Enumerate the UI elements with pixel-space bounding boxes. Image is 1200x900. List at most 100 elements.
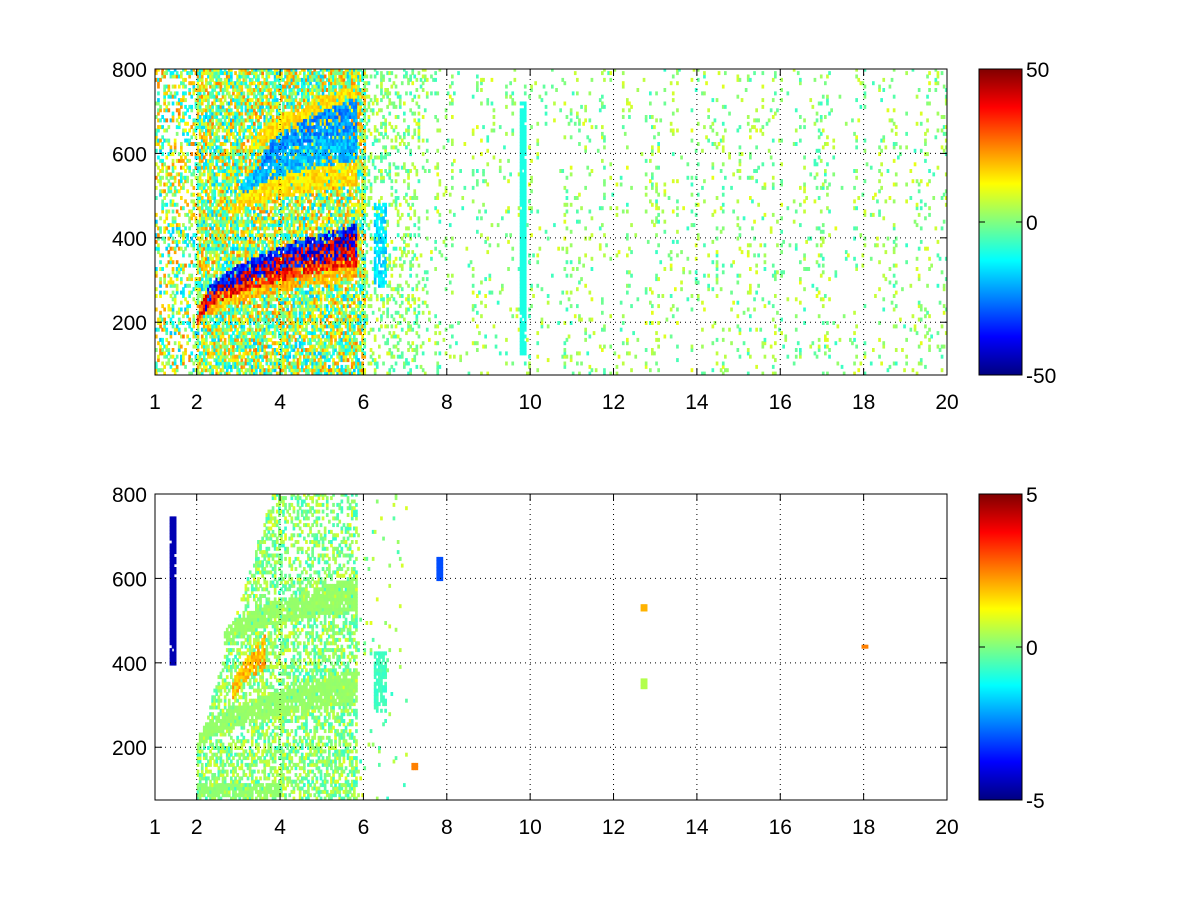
heatmap-cell: [219, 88, 223, 92]
heatmap-cell: [200, 314, 204, 319]
heatmap-cell: [261, 324, 264, 329]
heatmap-cell: [269, 263, 273, 268]
heatmap-cell: [155, 196, 158, 200]
heatmap-cell: [267, 69, 271, 72]
heatmap-cell: [167, 280, 171, 285]
heatmap-cell: [250, 172, 254, 177]
heatmap-cell: [194, 175, 198, 180]
heatmap-cell: [232, 324, 235, 329]
heatmap-cell: [296, 172, 300, 177]
heatmap-cell: [234, 101, 237, 106]
heatmap-cell: [202, 84, 206, 89]
heatmap-cell: [202, 118, 206, 123]
heatmap-cell: [311, 250, 314, 255]
heatmap-cell: [161, 189, 164, 194]
heatmap-cell: [259, 287, 262, 292]
heatmap-cell: [311, 212, 314, 217]
heatmap-cell: [240, 337, 244, 342]
heatmap-cell: [280, 341, 283, 346]
heatmap-cell: [157, 77, 160, 82]
heatmap-cell: [280, 321, 283, 325]
heatmap-cell: [234, 189, 237, 194]
heatmap-cell: [215, 111, 219, 116]
heatmap-cell: [230, 337, 233, 342]
heatmap-cell: [286, 243, 289, 248]
heatmap-cell: [298, 169, 302, 173]
heatmap-cell: [250, 267, 254, 271]
heatmap-cell: [253, 239, 256, 244]
heatmap-cell: [207, 101, 210, 106]
heatmap-cell: [292, 233, 296, 238]
heatmap-cell: [269, 283, 273, 288]
heatmap-cell: [230, 327, 233, 332]
heatmap-cell: [205, 344, 208, 349]
heatmap-cell: [215, 216, 219, 221]
heatmap-cell: [240, 368, 244, 373]
heatmap-cell: [280, 206, 283, 211]
heatmap-cell: [155, 246, 158, 251]
heatmap-cell: [236, 300, 239, 305]
heatmap-cell: [163, 128, 166, 133]
heatmap-cell: [250, 260, 254, 265]
heatmap-cell: [194, 358, 198, 363]
heatmap-cell: [273, 182, 277, 187]
heatmap-cell: [209, 118, 212, 123]
heatmap-cell: [190, 277, 194, 282]
heatmap-cell: [202, 199, 206, 204]
heatmap-cell: [225, 91, 229, 96]
heatmap-cell: [196, 287, 200, 292]
heatmap-cell: [163, 307, 166, 312]
heatmap-cell: [311, 152, 314, 157]
heatmap-cell: [265, 337, 269, 342]
heatmap-cell: [303, 128, 306, 133]
heatmap-cell: [159, 216, 162, 221]
heatmap-cell: [273, 202, 277, 207]
heatmap-cell: [288, 165, 292, 170]
heatmap-cell: [286, 331, 289, 336]
heatmap-cell: [246, 111, 250, 116]
heatmap-cell: [248, 81, 252, 86]
heatmap-cell: [182, 263, 185, 268]
heatmap-cell: [221, 331, 225, 336]
heatmap-cell: [177, 267, 181, 271]
heatmap-cell: [286, 118, 289, 123]
heatmap-cell: [311, 358, 314, 363]
heatmap-cell: [217, 71, 221, 76]
heatmap-cell: [207, 243, 210, 248]
heatmap-cell: [261, 69, 264, 72]
heatmap-cell: [236, 182, 239, 187]
heatmap-cell: [211, 192, 214, 197]
heatmap-cell: [248, 104, 252, 109]
heatmap-cell: [261, 81, 264, 86]
heatmap-cell: [288, 300, 292, 305]
heatmap-cell: [292, 368, 296, 373]
heatmap-cell: [163, 138, 166, 143]
heatmap-cell: [244, 209, 248, 214]
heatmap-cell: [165, 331, 169, 336]
heatmap-cell: [202, 138, 206, 143]
heatmap-cell: [311, 361, 314, 366]
heatmap-cell: [288, 162, 292, 167]
heatmap-cell: [196, 192, 200, 197]
heatmap-cell: [163, 88, 166, 92]
heatmap-cell: [292, 223, 296, 228]
heatmap-cell: [184, 199, 187, 204]
heatmap-cell: [246, 179, 250, 184]
heatmap-cell: [284, 148, 287, 153]
heatmap-cell: [234, 270, 237, 275]
heatmap-cell: [246, 128, 250, 133]
heatmap-cell: [202, 223, 206, 228]
heatmap-cell: [242, 131, 246, 136]
heatmap-cell: [313, 199, 317, 204]
heatmap-cell: [261, 233, 264, 238]
heatmap-cell: [246, 199, 250, 204]
heatmap-cell: [184, 233, 187, 238]
heatmap-cell: [219, 337, 223, 342]
heatmap-cell: [282, 202, 285, 207]
heatmap-cell: [217, 212, 221, 217]
heatmap-cell: [159, 145, 162, 150]
heatmap-cell: [313, 256, 317, 261]
heatmap-cell: [177, 263, 181, 268]
heatmap-cell: [267, 182, 271, 187]
heatmap-cell: [211, 310, 214, 315]
